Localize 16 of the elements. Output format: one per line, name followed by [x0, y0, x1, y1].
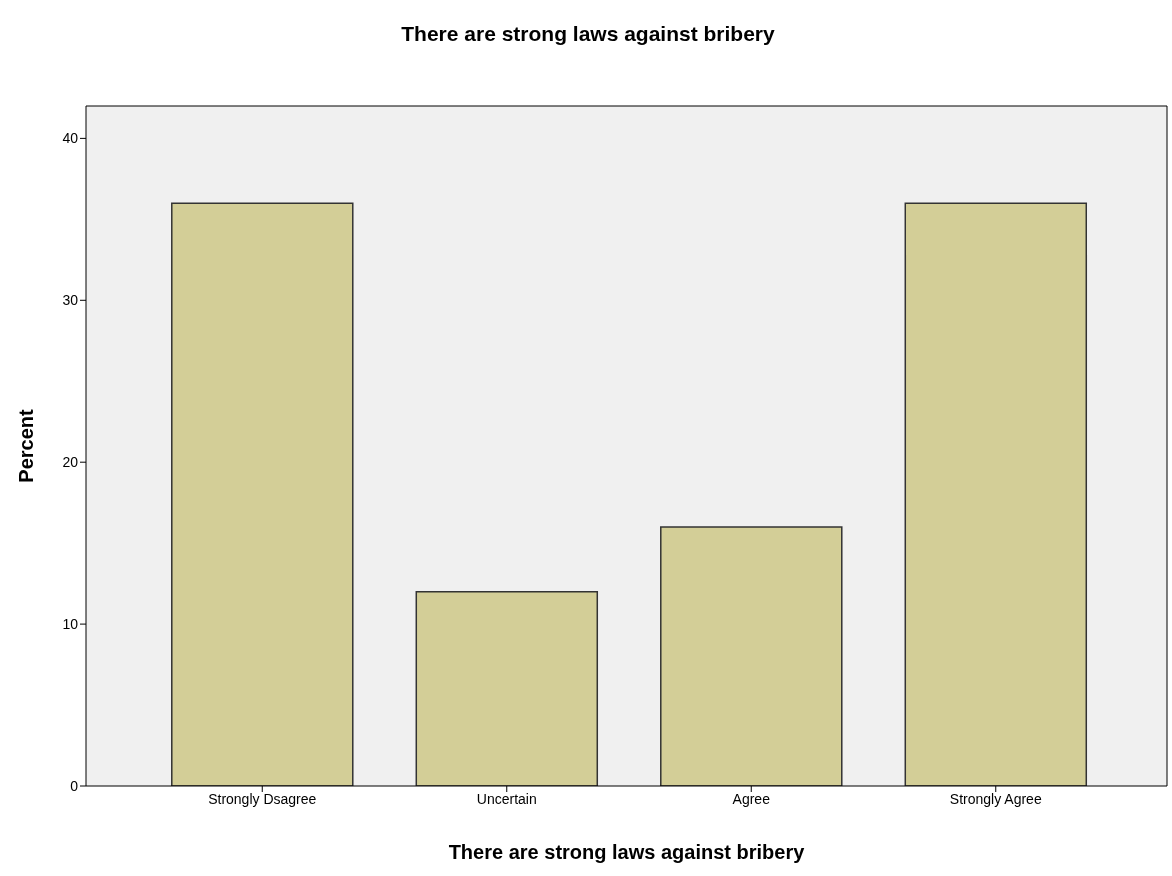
y-tick-label: 30	[62, 292, 79, 309]
x-tick-label: Agree	[732, 790, 771, 807]
chart-title: There are strong laws against bribery	[401, 22, 775, 47]
x-tick-label: Strongly Agree	[949, 790, 1042, 807]
bar	[660, 526, 843, 786]
y-axis-title: Percent	[15, 408, 38, 483]
y-tick-label: 0	[70, 777, 79, 794]
x-axis-title: There are strong laws against bribery	[448, 841, 806, 863]
y-tick-label: 40	[62, 130, 79, 147]
x-tick-label: Strongly Dsagree	[208, 790, 317, 807]
y-tick-label: 10	[62, 616, 79, 633]
y-tick-label: 20	[62, 454, 79, 471]
bar	[904, 202, 1088, 786]
x-tick-label: Uncertain	[476, 790, 537, 807]
bar	[171, 202, 354, 786]
bar	[415, 590, 599, 786]
